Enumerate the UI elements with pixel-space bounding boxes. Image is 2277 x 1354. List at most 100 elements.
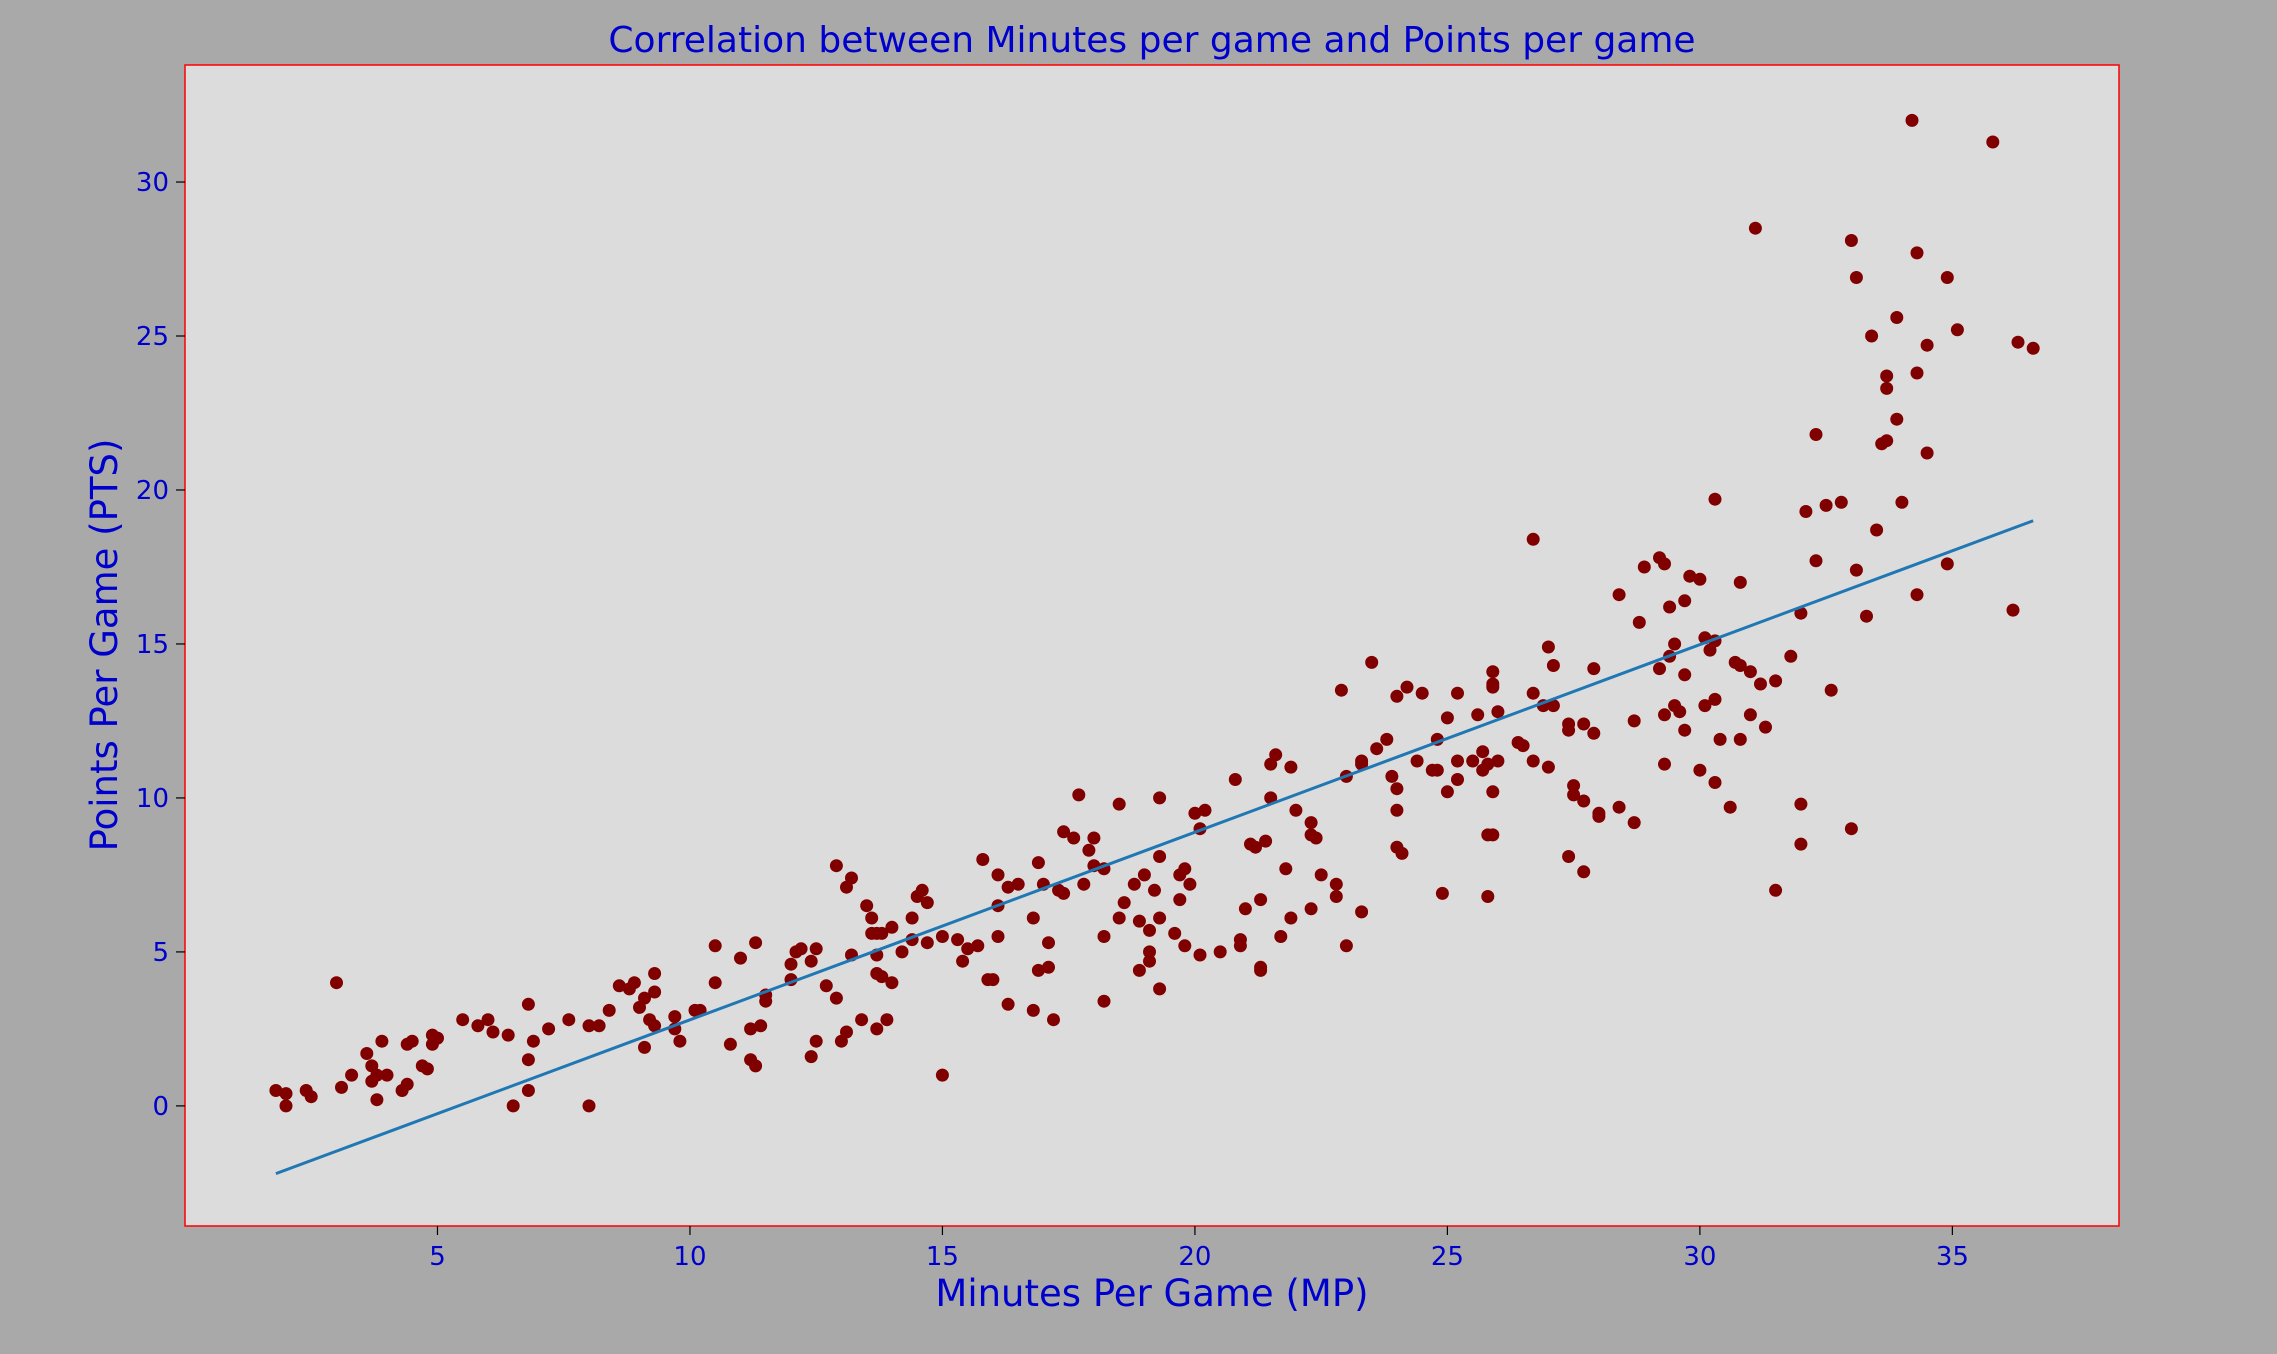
- data-point: [976, 853, 990, 866]
- data-point: [335, 1080, 348, 1094]
- data-point: [2011, 335, 2025, 349]
- data-point: [1440, 785, 1454, 799]
- data-point: [1824, 683, 1838, 697]
- data-point: [754, 1019, 768, 1033]
- data-point: [1849, 563, 1863, 577]
- data-point: [1254, 893, 1268, 907]
- data-point: [582, 1099, 596, 1113]
- data-point: [562, 1013, 576, 1027]
- data-point: [1339, 939, 1353, 953]
- data-point: [668, 1010, 682, 1024]
- y-tick-label: 25: [136, 322, 169, 352]
- data-point: [1693, 572, 1707, 586]
- data-point: [1148, 883, 1161, 897]
- data-point: [1238, 902, 1252, 916]
- data-point: [744, 1022, 758, 1036]
- data-point: [1637, 560, 1651, 574]
- data-point: [1183, 877, 1197, 891]
- data-point: [1329, 890, 1343, 903]
- data-point: [1143, 945, 1156, 959]
- y-axis-ticks: 0 5 10 15 20 25 30: [136, 168, 185, 1122]
- x-tick-label: 15: [926, 1242, 959, 1272]
- data-point: [1612, 588, 1626, 602]
- data-point: [1890, 412, 1904, 426]
- x-axis-ticks: 5 10 15 20 25 30 35: [429, 1226, 1969, 1272]
- data-point: [1390, 782, 1404, 796]
- data-point: [1541, 640, 1555, 654]
- data-point: [1481, 757, 1495, 771]
- data-point: [612, 979, 626, 993]
- data-point: [809, 1034, 823, 1048]
- data-point: [708, 939, 722, 953]
- data-point: [749, 1059, 763, 1073]
- data-point: [1723, 800, 1737, 814]
- data-point: [829, 991, 843, 1005]
- data-point: [1466, 754, 1480, 768]
- x-axis-label: Minutes Per Game (MP): [935, 1272, 1368, 1315]
- regression-line: [275, 519, 2034, 1176]
- data-point: [1986, 135, 2000, 149]
- data-point: [1026, 911, 1040, 925]
- data-point: [1284, 911, 1298, 925]
- data-point: [380, 1068, 394, 1082]
- data-point: [1577, 794, 1591, 808]
- data-point: [1400, 680, 1414, 694]
- data-point: [845, 871, 858, 885]
- data-point: [1890, 311, 1904, 324]
- data-point: [1743, 708, 1757, 722]
- data-point: [961, 942, 975, 956]
- data-point: [279, 1087, 293, 1101]
- data-point: [1269, 748, 1283, 762]
- data-point: [1057, 825, 1071, 839]
- data-point: [1794, 797, 1808, 811]
- data-point: [1178, 862, 1192, 876]
- chart-title: Correlation between Minutes per game and…: [608, 20, 1695, 61]
- data-point: [1390, 689, 1404, 703]
- data-point: [1042, 936, 1055, 950]
- data-point: [1087, 831, 1101, 845]
- data-point: [1274, 930, 1288, 943]
- data-point: [521, 1084, 535, 1097]
- data-point: [1451, 773, 1464, 786]
- data-point: [542, 1022, 556, 1036]
- data-point: [875, 970, 889, 984]
- data-point: [1415, 686, 1429, 700]
- data-point: [1153, 982, 1167, 996]
- data-point: [1567, 788, 1581, 802]
- data-point: [1410, 754, 1424, 768]
- data-point: [1254, 960, 1268, 974]
- data-point: [991, 930, 1005, 943]
- data-point: [819, 979, 833, 993]
- data-point: [895, 945, 909, 959]
- data-point: [809, 942, 823, 956]
- data-point: [1365, 655, 1379, 669]
- data-point: [279, 1099, 293, 1113]
- data-point: [330, 976, 343, 990]
- data-point: [1026, 1003, 1040, 1017]
- data-point: [1491, 705, 1505, 719]
- data-point: [935, 930, 949, 943]
- data-point: [405, 1034, 419, 1048]
- data-point: [1683, 569, 1697, 583]
- data-point: [1577, 865, 1591, 879]
- data-point: [1769, 674, 1783, 688]
- data-point: [1860, 609, 1873, 623]
- data-point: [971, 939, 985, 953]
- data-point: [1526, 532, 1540, 546]
- data-point: [935, 1068, 949, 1082]
- data-point: [1153, 850, 1167, 863]
- data-point: [1526, 754, 1540, 768]
- data-point: [1309, 831, 1323, 845]
- data-point: [1486, 665, 1500, 679]
- data-point: [920, 896, 934, 910]
- data-point: [638, 1040, 651, 1054]
- data-point: [1178, 939, 1192, 953]
- data-point: [375, 1034, 389, 1048]
- data-point: [1678, 668, 1692, 682]
- data-point: [1476, 745, 1490, 759]
- data-point: [1733, 659, 1747, 672]
- data-point: [1451, 754, 1464, 768]
- y-axis-label: Points Per Game (PTS): [83, 439, 126, 852]
- data-point: [1289, 803, 1303, 817]
- data-point: [1663, 600, 1677, 614]
